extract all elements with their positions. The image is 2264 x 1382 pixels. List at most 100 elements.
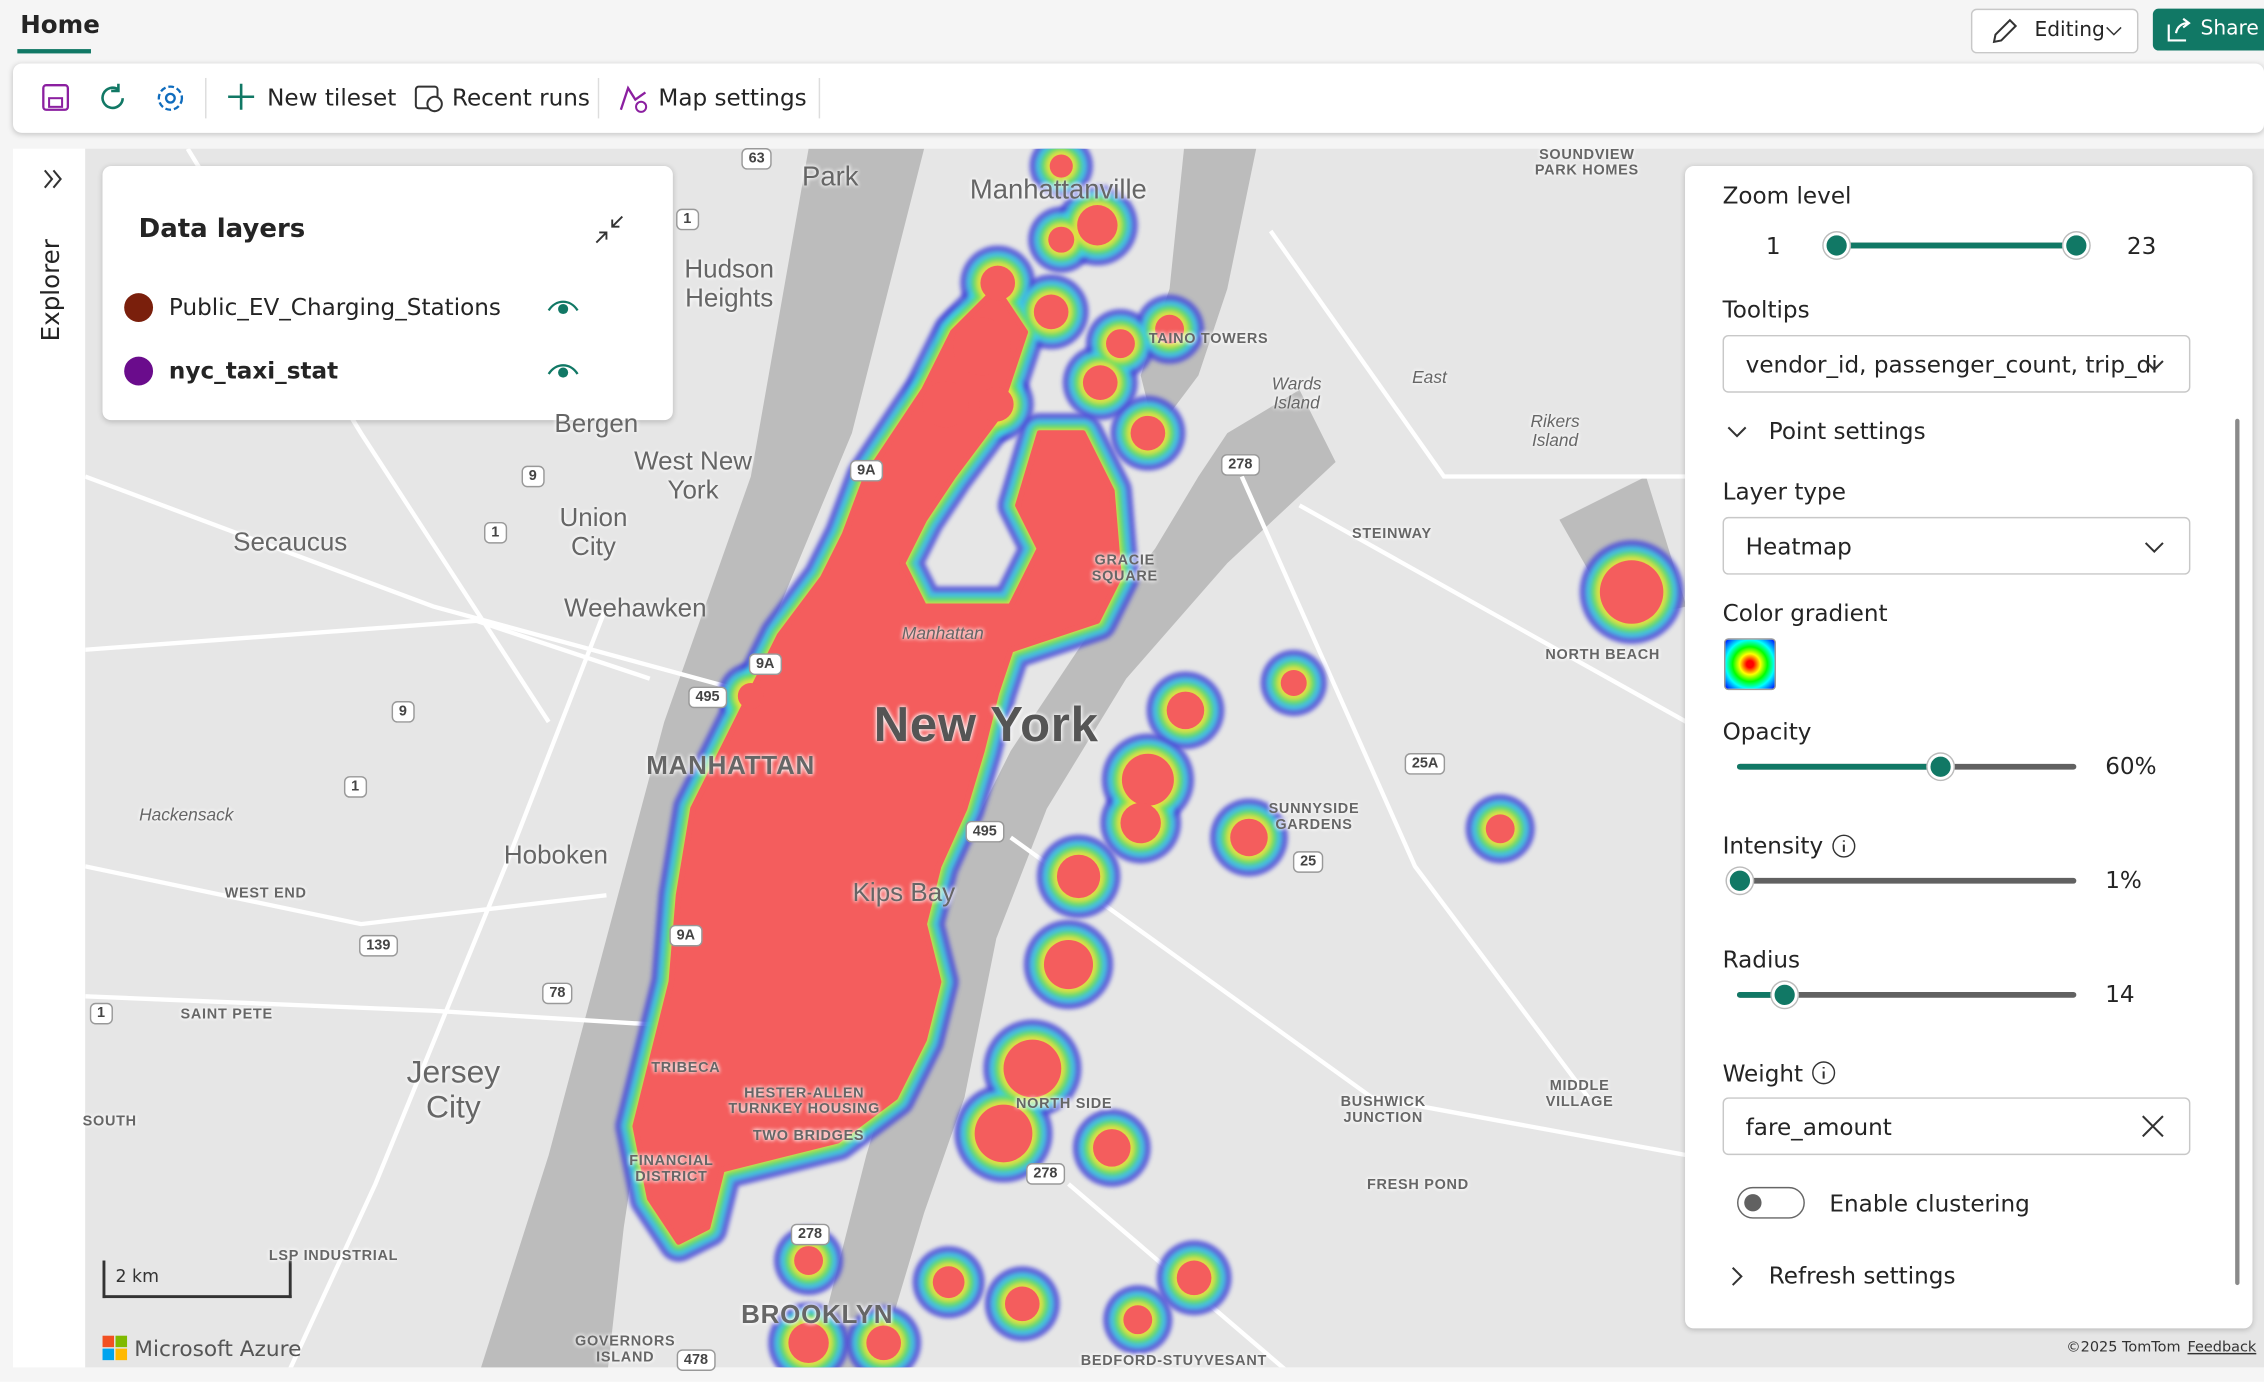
refresh-icon[interactable]	[95, 81, 130, 116]
heat-core	[1077, 205, 1118, 246]
map-label: SOUTH	[82, 1113, 137, 1130]
layer-type-value: Heatmap	[1745, 532, 1852, 561]
heat-core	[978, 386, 1014, 422]
clear-icon[interactable]	[2141, 1115, 2164, 1138]
road-shield: 78	[542, 982, 573, 1005]
road-shield: 9A	[748, 653, 782, 676]
map-label: Rikers Island	[1530, 411, 1580, 451]
slider-track	[1737, 877, 2077, 884]
slider-thumb[interactable]	[2063, 232, 2090, 259]
map-label: East	[1412, 367, 1447, 388]
heat-core	[1485, 814, 1515, 844]
intensity-label: Intensity	[1722, 831, 1824, 860]
heat-core	[1599, 560, 1664, 624]
point-settings-toggle: Point settings	[1768, 417, 1926, 445]
chevron	[2144, 542, 2164, 553]
chevron	[2106, 26, 2122, 36]
zoom-label: Zoom level	[1722, 181, 1852, 210]
slider-thumb[interactable]	[1927, 753, 1954, 780]
layer-name: Public_EV_Charging_Stations	[168, 293, 501, 321]
map-label: Weehawken	[564, 593, 707, 623]
map-settings-icon	[619, 85, 648, 113]
map-label: LSP INDUSTRIAL	[268, 1248, 399, 1265]
road-shield: 9A	[669, 924, 703, 947]
tooltips-value: vendor_id, passenger_count, trip_di	[1745, 350, 2158, 379]
heat-core	[1048, 226, 1075, 253]
heat-core	[952, 317, 1011, 376]
share-button[interactable]: Share	[2152, 8, 2264, 51]
map-label: West New York	[634, 446, 753, 504]
heat-core	[1120, 802, 1161, 844]
info	[1812, 1061, 1836, 1085]
editing-button[interactable]: Editing	[1970, 8, 2139, 54]
gradient-swatch[interactable]	[1724, 638, 1776, 691]
recent-runs-button[interactable]: Recent runs	[451, 83, 590, 112]
heat-core	[1123, 1305, 1153, 1335]
expand-icon[interactable]	[42, 169, 65, 189]
settings-panel: Zoom level 1 23 Tooltips vendor_id, passenge…	[1685, 166, 2253, 1329]
map-label: Hoboken	[503, 840, 608, 870]
intensity-value: 1%	[2105, 866, 2142, 894]
map-label: GOVERNORS ISLAND	[575, 1334, 676, 1366]
zoom-max: 23	[2126, 232, 2157, 260]
share-icon	[2167, 17, 2191, 42]
road-shield: 495	[965, 820, 1005, 843]
home-tab[interactable]: Home	[20, 11, 100, 41]
heat-core	[794, 1246, 824, 1275]
plus-icon	[228, 83, 255, 110]
slider-thumb[interactable]	[1823, 232, 1850, 259]
eye	[547, 300, 579, 312]
heat-core	[974, 1104, 1033, 1163]
runs-icon	[414, 85, 443, 113]
chevron	[2144, 360, 2164, 372]
slider-thumb[interactable]	[1727, 867, 1754, 894]
visibility-toggle[interactable]	[547, 297, 579, 317]
heat-core	[866, 1325, 901, 1361]
feedback-link[interactable]: Feedback	[2187, 1339, 2257, 1356]
heat-core	[1230, 818, 1268, 857]
eye	[558, 303, 569, 315]
map-label: SAINT PETE	[180, 1007, 273, 1024]
heat-core	[1003, 1039, 1062, 1098]
map-settings-button[interactable]: Map settings	[658, 83, 807, 112]
settings-icon[interactable]	[153, 81, 188, 116]
heat-core	[632, 285, 1122, 1245]
share-label: Share	[2200, 17, 2259, 41]
road-shield: 278	[1221, 454, 1260, 476]
collapse-icon[interactable]	[593, 214, 625, 246]
copyright: ©2025 TomTom	[2066, 1339, 2181, 1356]
heat-core	[922, 381, 969, 428]
map-label: Manhattan	[901, 622, 984, 644]
slider-track	[1737, 991, 2077, 998]
save-icon[interactable]	[39, 81, 74, 116]
chevron	[2144, 360, 2164, 372]
info-icon	[1812, 1061, 1836, 1085]
slider-fill	[1737, 763, 1941, 770]
heat-core	[1166, 691, 1205, 730]
heat-core	[1093, 1129, 1131, 1167]
map-label: NORTH SIDE	[1016, 1096, 1113, 1113]
brand: Microsoft Azure	[134, 1335, 302, 1362]
heat-core	[1176, 1260, 1212, 1296]
tab-underline	[17, 49, 91, 54]
heat-core	[1056, 854, 1101, 899]
explorer-label[interactable]: Explorer	[37, 239, 67, 342]
map-label: Bergen	[554, 408, 639, 438]
map-label: TWO BRIDGES	[752, 1128, 865, 1145]
chevron	[2144, 542, 2164, 553]
slider-thumb[interactable]	[1771, 981, 1798, 1008]
layer-type-dropdown	[1722, 516, 2191, 575]
tooltips-label: Tooltips	[1722, 295, 1810, 324]
map-label: Manhattanville	[969, 175, 1147, 206]
heat-core	[1155, 314, 1184, 344]
road-shield: 25	[1292, 851, 1324, 873]
x	[2142, 1115, 2164, 1138]
pencil-icon	[1992, 18, 2018, 44]
visibility-toggle[interactable]	[547, 361, 579, 381]
new-tileset-button[interactable]: New tileset	[267, 83, 397, 112]
heat-core	[1033, 294, 1069, 330]
clustering-toggle[interactable]	[1737, 1186, 1805, 1219]
map-label: Union City	[559, 502, 628, 561]
weight-value: fare_amount	[1745, 1113, 1892, 1141]
color-gradient-label: Color gradient	[1722, 599, 1888, 627]
